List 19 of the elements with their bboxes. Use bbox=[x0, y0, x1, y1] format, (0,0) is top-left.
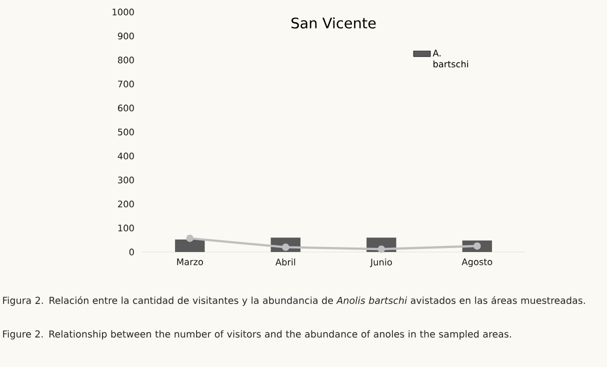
text: Figura 2. Relación entre la cantidad de visitantes y la abundancia de Anolis bartschi avistados en las áreas muestreadas. bbox=[3, 296, 585, 306]
x-tick-label: Abril bbox=[275, 258, 296, 266]
y-tick-label: 700 bbox=[118, 80, 134, 88]
x-tick-label: Agosto bbox=[462, 258, 492, 267]
y-tick-label: 0 bbox=[129, 248, 134, 256]
y-tick-label: 300 bbox=[118, 176, 134, 184]
y-tick-label: 800 bbox=[118, 56, 134, 64]
chart-title: San Vicente bbox=[292, 17, 376, 29]
y-tick-label: 900 bbox=[118, 32, 134, 40]
y-tick-label: 600 bbox=[118, 104, 134, 112]
y-tick-label: 1000 bbox=[112, 8, 134, 16]
x-tick-label: Junio bbox=[370, 258, 392, 268]
y-tick-label: 500 bbox=[118, 128, 134, 136]
y-tick-label: 400 bbox=[118, 152, 134, 160]
x-tick-label: Marzo bbox=[177, 258, 203, 266]
y-tick-label: 200 bbox=[118, 200, 134, 208]
caption: Figure 2. Relationship between the number of visitors and the abundance of anoles in the sampled areas. bbox=[3, 330, 511, 340]
y-tick-label: 100 bbox=[118, 224, 134, 232]
legend-label: A. bartschi bbox=[432, 50, 468, 68]
